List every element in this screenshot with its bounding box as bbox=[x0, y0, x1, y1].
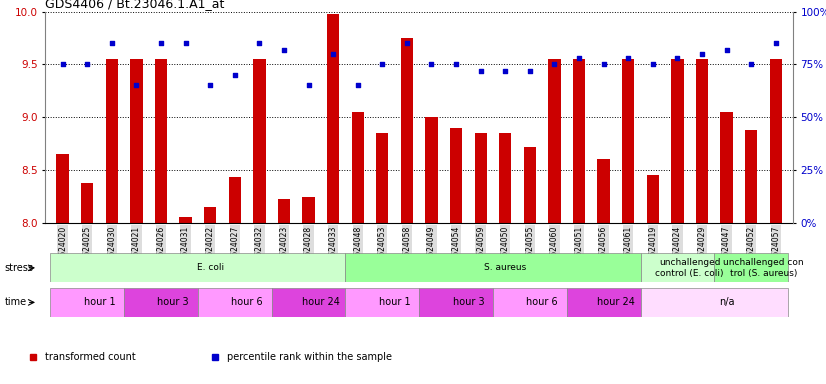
Bar bbox=[376, 133, 388, 223]
Bar bbox=[647, 175, 659, 223]
Bar bbox=[720, 112, 733, 223]
Bar bbox=[81, 182, 93, 223]
Bar bbox=[56, 154, 69, 223]
Bar bbox=[425, 117, 438, 223]
Point bbox=[81, 61, 94, 68]
Bar bbox=[50, 253, 345, 282]
Bar bbox=[622, 59, 634, 223]
Text: GDS4406 / Bt.23046.1.A1_at: GDS4406 / Bt.23046.1.A1_at bbox=[45, 0, 225, 10]
Text: hour 1: hour 1 bbox=[379, 297, 411, 308]
Point bbox=[449, 61, 463, 68]
Bar bbox=[345, 253, 640, 282]
Bar bbox=[154, 59, 167, 223]
Point bbox=[425, 61, 438, 68]
Bar bbox=[302, 197, 315, 223]
Point bbox=[130, 83, 143, 89]
Point bbox=[548, 61, 561, 68]
Bar bbox=[420, 288, 493, 317]
Point bbox=[326, 51, 339, 57]
Bar bbox=[278, 199, 290, 223]
Point bbox=[401, 40, 414, 46]
Point bbox=[523, 68, 536, 74]
Bar bbox=[573, 59, 585, 223]
Bar bbox=[770, 59, 782, 223]
Text: hour 24: hour 24 bbox=[597, 297, 635, 308]
Point bbox=[646, 61, 659, 68]
Text: time: time bbox=[4, 297, 26, 308]
Text: n/a: n/a bbox=[719, 297, 734, 308]
Bar bbox=[524, 147, 536, 223]
Point bbox=[622, 55, 635, 61]
Text: transformed count: transformed count bbox=[45, 352, 136, 362]
Point bbox=[154, 40, 168, 46]
Point bbox=[376, 61, 389, 68]
Text: hour 6: hour 6 bbox=[231, 297, 263, 308]
Point bbox=[474, 68, 487, 74]
Bar bbox=[131, 59, 143, 223]
Text: stress: stress bbox=[4, 263, 33, 273]
Bar bbox=[352, 112, 364, 223]
Bar bbox=[179, 217, 192, 223]
Point bbox=[228, 72, 241, 78]
Bar bbox=[401, 38, 413, 223]
Point bbox=[720, 46, 733, 53]
Point bbox=[597, 61, 610, 68]
Bar bbox=[493, 288, 567, 317]
Point bbox=[179, 40, 192, 46]
Point bbox=[572, 55, 586, 61]
Bar bbox=[50, 288, 124, 317]
Bar bbox=[499, 133, 511, 223]
Point bbox=[671, 55, 684, 61]
Bar bbox=[714, 253, 788, 282]
Text: hour 3: hour 3 bbox=[453, 297, 484, 308]
Text: unchallenged con
trol (S. aureus): unchallenged con trol (S. aureus) bbox=[723, 258, 804, 278]
Bar bbox=[597, 159, 610, 223]
Bar bbox=[229, 177, 241, 223]
Point bbox=[302, 83, 316, 89]
Point bbox=[695, 51, 709, 57]
Bar bbox=[204, 207, 216, 223]
Text: unchallenged
control (E. coli): unchallenged control (E. coli) bbox=[656, 258, 724, 278]
Text: hour 6: hour 6 bbox=[526, 297, 558, 308]
Text: E. coli: E. coli bbox=[197, 263, 224, 272]
Bar bbox=[672, 59, 684, 223]
Bar bbox=[695, 59, 708, 223]
Point bbox=[351, 83, 364, 89]
Bar bbox=[106, 59, 118, 223]
Point bbox=[278, 46, 291, 53]
Text: hour 1: hour 1 bbox=[83, 297, 116, 308]
Point bbox=[203, 83, 216, 89]
Point bbox=[744, 61, 757, 68]
Text: percentile rank within the sample: percentile rank within the sample bbox=[227, 352, 392, 362]
Bar bbox=[254, 59, 265, 223]
Point bbox=[769, 40, 782, 46]
Bar bbox=[567, 288, 640, 317]
Bar bbox=[640, 253, 714, 282]
Bar bbox=[124, 288, 198, 317]
Text: hour 24: hour 24 bbox=[301, 297, 339, 308]
Bar bbox=[474, 133, 487, 223]
Bar bbox=[272, 288, 345, 317]
Point bbox=[253, 40, 266, 46]
Point bbox=[499, 68, 512, 74]
Bar bbox=[548, 59, 561, 223]
Text: S. aureus: S. aureus bbox=[484, 263, 526, 272]
Bar bbox=[640, 288, 788, 317]
Point bbox=[105, 40, 118, 46]
Text: hour 3: hour 3 bbox=[158, 297, 189, 308]
Bar bbox=[745, 130, 757, 223]
Point bbox=[56, 61, 69, 68]
Bar bbox=[450, 127, 463, 223]
Bar bbox=[327, 13, 339, 223]
Bar bbox=[198, 288, 272, 317]
Bar bbox=[345, 288, 420, 317]
